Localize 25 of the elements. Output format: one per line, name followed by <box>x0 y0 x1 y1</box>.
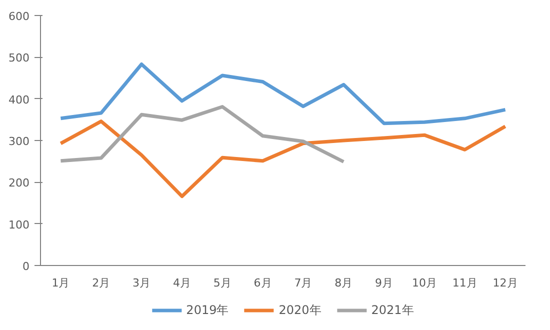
y-tick-label: 400 <box>8 93 30 106</box>
x-tick-label: 8月 <box>334 276 353 290</box>
x-tick-label: 5月 <box>213 276 232 290</box>
y-tick-label: 600 <box>8 10 30 23</box>
line-series <box>58 62 508 126</box>
x-tick-label: 9月 <box>375 276 394 290</box>
x-tick-label: 12月 <box>492 276 518 290</box>
legend-label: 2021年 <box>371 302 414 318</box>
y-tick-label: 500 <box>8 52 30 65</box>
x-tick-label: 11月 <box>452 276 478 290</box>
x-tick-label: 7月 <box>294 276 312 290</box>
line-series <box>58 105 346 164</box>
x-tick-label: 10月 <box>412 276 437 290</box>
y-tick-label: 200 <box>8 176 30 190</box>
y-tick-label: 300 <box>8 135 30 148</box>
y-tick-label: 0 <box>22 260 30 273</box>
x-tick-label: 4月 <box>172 276 191 290</box>
y-tick-label: 100 <box>8 218 30 232</box>
x-tick-label: 1月 <box>52 276 70 290</box>
x-tick-label: 3月 <box>132 276 151 290</box>
legend-label: 2019年 <box>186 302 229 318</box>
x-tick-label: 6月 <box>254 276 272 290</box>
x-tick-label: 2月 <box>92 276 110 290</box>
line-series <box>58 120 508 198</box>
legend-label: 2020年 <box>278 302 322 318</box>
